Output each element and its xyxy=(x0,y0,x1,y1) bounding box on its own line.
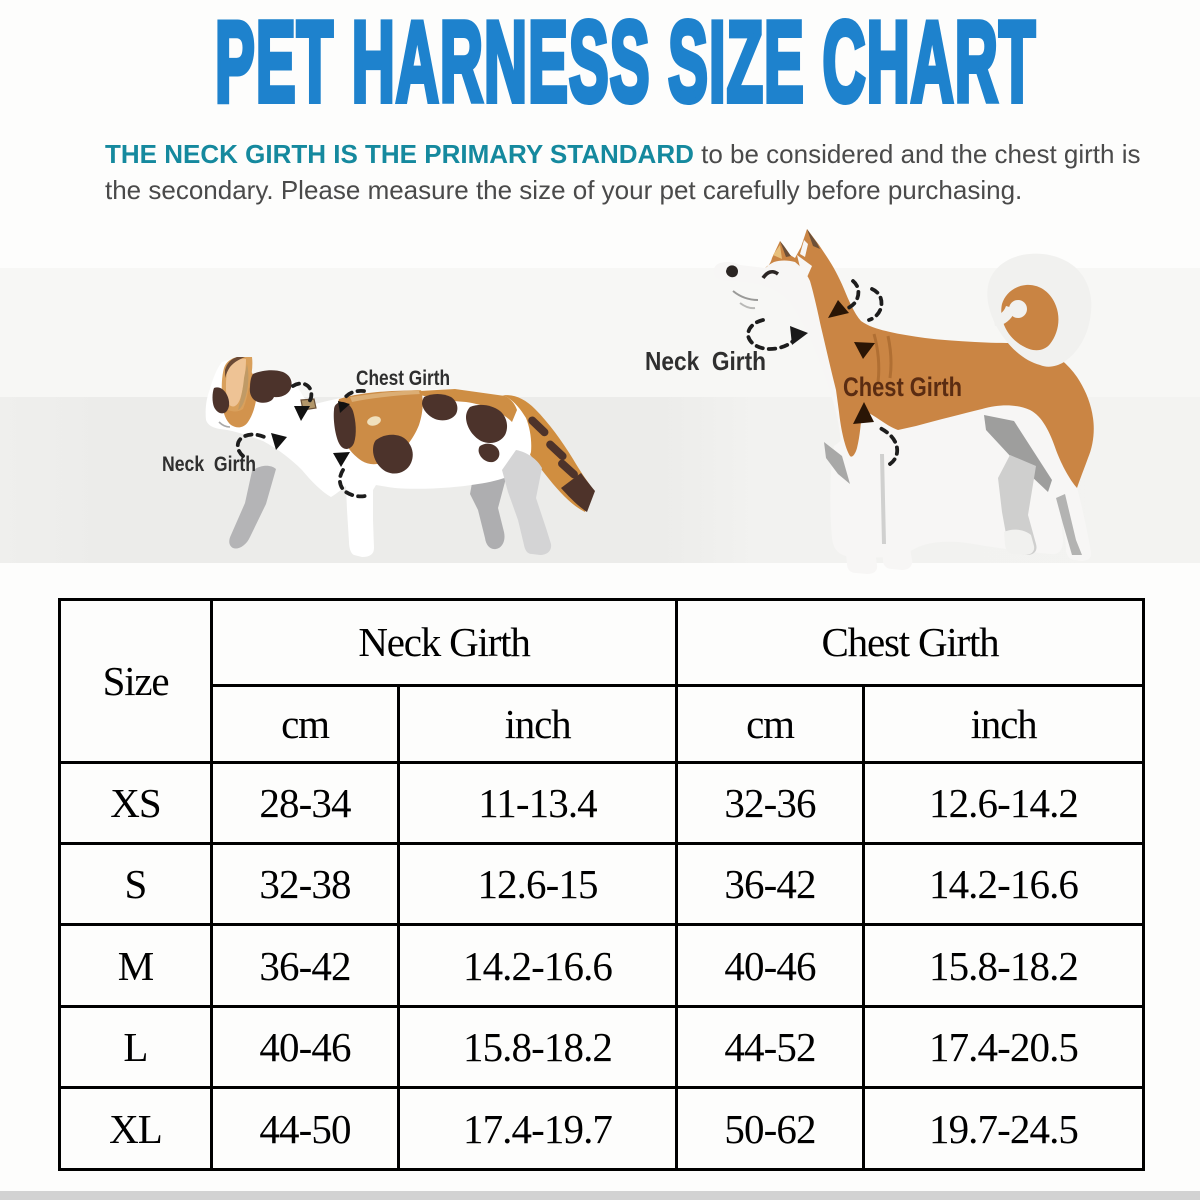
svg-text:Chest Girth: Chest Girth xyxy=(843,372,962,402)
svg-text:Neck Girth: Neck Girth xyxy=(645,346,766,376)
svg-text:Neck Girth: Neck Girth xyxy=(162,453,256,476)
svg-text:Chest Girth: Chest Girth xyxy=(356,367,450,390)
